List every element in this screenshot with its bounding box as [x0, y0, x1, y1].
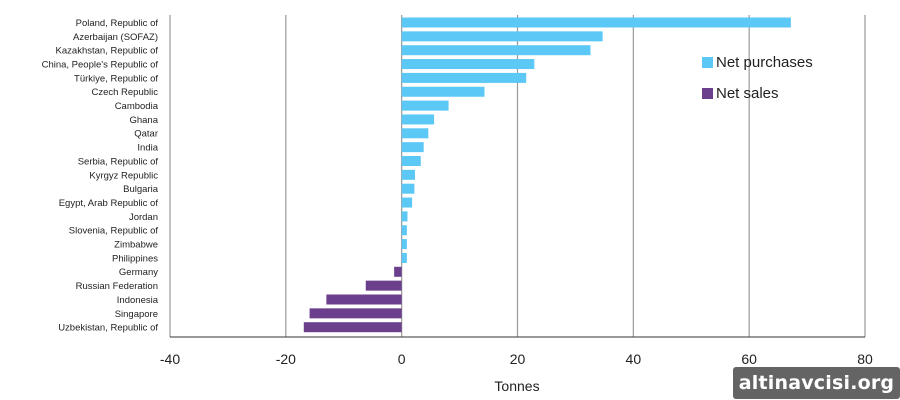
bar-14 [401, 211, 408, 222]
bar-12 [401, 183, 415, 194]
category-label-12: Bulgaria [123, 184, 159, 195]
bar-5 [401, 86, 485, 97]
legend: Net purchases Net sales [702, 54, 813, 102]
category-label-20: Indonesia [117, 295, 159, 306]
category-label-1: Azerbaijan (SOFAZ) [73, 32, 158, 43]
watermark-text: altinavcisi.org [738, 372, 895, 394]
category-label-6: Cambodia [115, 101, 159, 112]
x-tick-80: 80 [857, 351, 873, 367]
bar-6 [401, 100, 449, 111]
category-label-4: Türkiye, Republic of [74, 73, 158, 84]
category-label-3: China, People's Republic of [42, 59, 159, 70]
bar-19 [365, 280, 402, 291]
watermark: altinavcisi.org [733, 367, 900, 399]
category-label-16: Zimbabwe [114, 240, 158, 251]
bar-18 [394, 266, 402, 277]
legend-label-net-purchases: Net purchases [716, 54, 813, 71]
category-label-15: Slovenia, Republic of [69, 226, 159, 237]
category-label-8: Qatar [134, 129, 158, 140]
category-label-17: Philippines [112, 253, 158, 264]
bar-0 [401, 17, 791, 28]
category-label-5: Czech Republic [91, 87, 158, 98]
x-axis-title: Tonnes [494, 378, 539, 394]
bar-20 [326, 294, 402, 305]
category-labels: Poland, Republic of Azerbaijan (SOFAZ) Kaz… [42, 18, 159, 334]
bar-7 [401, 114, 435, 125]
category-label-13: Egypt, Arab Republic of [59, 198, 159, 209]
bar-9 [401, 142, 424, 153]
category-label-14: Jordan [129, 212, 158, 223]
x-tick-20: 20 [510, 351, 526, 367]
x-tick-minus-20: -20 [276, 351, 296, 367]
x-tick-minus-40: -40 [160, 351, 180, 367]
legend-swatch-net-purchases [702, 57, 713, 68]
bar-1 [401, 31, 603, 42]
bar-22 [303, 322, 402, 333]
category-label-7: Ghana [129, 115, 158, 126]
category-label-18: Germany [119, 267, 158, 278]
bar-3 [401, 59, 535, 70]
x-tick-labels: -40 -20 0 20 40 60 80 [160, 351, 873, 367]
category-label-2: Kazakhstan, Republic of [56, 46, 159, 57]
bar-16 [401, 239, 407, 250]
bar-2 [401, 45, 591, 56]
category-label-9: India [137, 143, 158, 154]
legend-label-net-sales: Net sales [716, 85, 779, 102]
bar-10 [401, 156, 421, 166]
category-label-11: Kyrgyz Republic [89, 170, 158, 181]
bars [303, 17, 791, 333]
category-label-10: Serbia, Republic of [78, 156, 159, 167]
category-label-21: Singapore [115, 309, 158, 320]
x-tick-40: 40 [626, 351, 642, 367]
bar-8 [401, 128, 429, 139]
bar-4 [401, 72, 527, 83]
bar-13 [401, 197, 413, 208]
x-tick-60: 60 [741, 351, 757, 367]
category-label-19: Russian Federation [76, 281, 158, 292]
category-label-22: Uzbekistan, Republic of [58, 323, 158, 334]
bar-17 [401, 252, 407, 263]
bar-15 [401, 225, 407, 236]
x-tick-0: 0 [398, 351, 406, 367]
bar-11 [401, 169, 415, 180]
legend-swatch-net-sales [702, 88, 713, 99]
category-label-0: Poland, Republic of [76, 18, 159, 29]
bar-21 [309, 308, 402, 319]
